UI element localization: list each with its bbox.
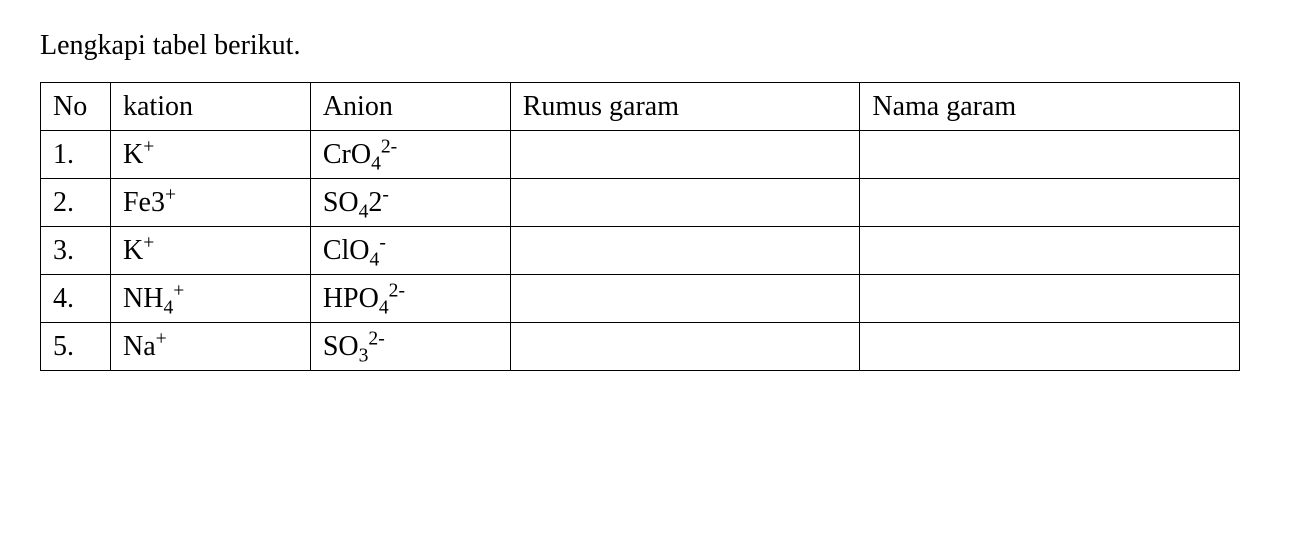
cell-anion: CrO42- — [310, 131, 510, 179]
table-row: 3. K+ ClO4- — [41, 227, 1240, 275]
anion-sub: 4 — [371, 153, 381, 174]
cell-rumus — [510, 227, 860, 275]
cell-anion: ClO4- — [310, 227, 510, 275]
cell-kation: Fe3+ — [110, 179, 310, 227]
header-anion: Anion — [310, 83, 510, 131]
anion-sup: 2- — [381, 136, 397, 157]
anion-sub: 3 — [359, 345, 369, 366]
cell-no: 4. — [41, 275, 111, 323]
anion-tail: 2 — [368, 187, 382, 218]
anion-base: SO — [323, 187, 359, 218]
instruction-text: Lengkapi tabel berikut. — [40, 30, 1260, 62]
cell-rumus — [510, 131, 860, 179]
anion-sup: 2- — [389, 280, 405, 301]
anion-sub: 4 — [379, 297, 389, 318]
table-row: 4. NH4+ HPO42- — [41, 275, 1240, 323]
cell-nama — [860, 227, 1240, 275]
table-row: 5. Na+ SO32- — [41, 323, 1240, 371]
cell-anion: HPO42- — [310, 275, 510, 323]
anion-base: HPO — [323, 283, 379, 314]
cell-kation: Na+ — [110, 323, 310, 371]
cell-no: 1. — [41, 131, 111, 179]
cell-nama — [860, 131, 1240, 179]
header-nama: Nama garam — [860, 83, 1240, 131]
cell-nama — [860, 179, 1240, 227]
anion-sub: 4 — [359, 201, 369, 222]
header-kation: kation — [110, 83, 310, 131]
cell-rumus — [510, 323, 860, 371]
kation-sup: + — [156, 328, 167, 349]
anion-base: ClO — [323, 235, 370, 266]
kation-base: K — [123, 139, 143, 170]
anion-sup: - — [379, 232, 386, 253]
anion-tail-sup: - — [382, 184, 389, 205]
cell-kation: K+ — [110, 227, 310, 275]
chemistry-table: No kation Anion Rumus garam Nama garam 1… — [40, 82, 1240, 371]
kation-sup: + — [143, 232, 154, 253]
cell-no: 2. — [41, 179, 111, 227]
cell-no: 3. — [41, 227, 111, 275]
kation-sup: + — [165, 184, 176, 205]
anion-sup: 2- — [368, 328, 384, 349]
cell-nama — [860, 275, 1240, 323]
cell-no: 5. — [41, 323, 111, 371]
kation-base: Na — [123, 331, 156, 362]
kation-base: Fe3 — [123, 187, 165, 218]
cell-rumus — [510, 275, 860, 323]
anion-base: SO — [323, 331, 359, 362]
kation-base: K — [123, 235, 143, 266]
cell-anion: SO32- — [310, 323, 510, 371]
cell-anion: SO42- — [310, 179, 510, 227]
cell-rumus — [510, 179, 860, 227]
anion-base: CrO — [323, 139, 371, 170]
kation-sup: + — [173, 280, 184, 301]
table-row: 1. K+ CrO42- — [41, 131, 1240, 179]
kation-sub: 4 — [163, 297, 173, 318]
cell-kation: K+ — [110, 131, 310, 179]
table-row: 2. Fe3+ SO42- — [41, 179, 1240, 227]
table-header-row: No kation Anion Rumus garam Nama garam — [41, 83, 1240, 131]
kation-base: NH — [123, 283, 163, 314]
cell-kation: NH4+ — [110, 275, 310, 323]
cell-nama — [860, 323, 1240, 371]
header-rumus: Rumus garam — [510, 83, 860, 131]
header-no: No — [41, 83, 111, 131]
kation-sup: + — [143, 136, 154, 157]
anion-sub: 4 — [370, 249, 380, 270]
